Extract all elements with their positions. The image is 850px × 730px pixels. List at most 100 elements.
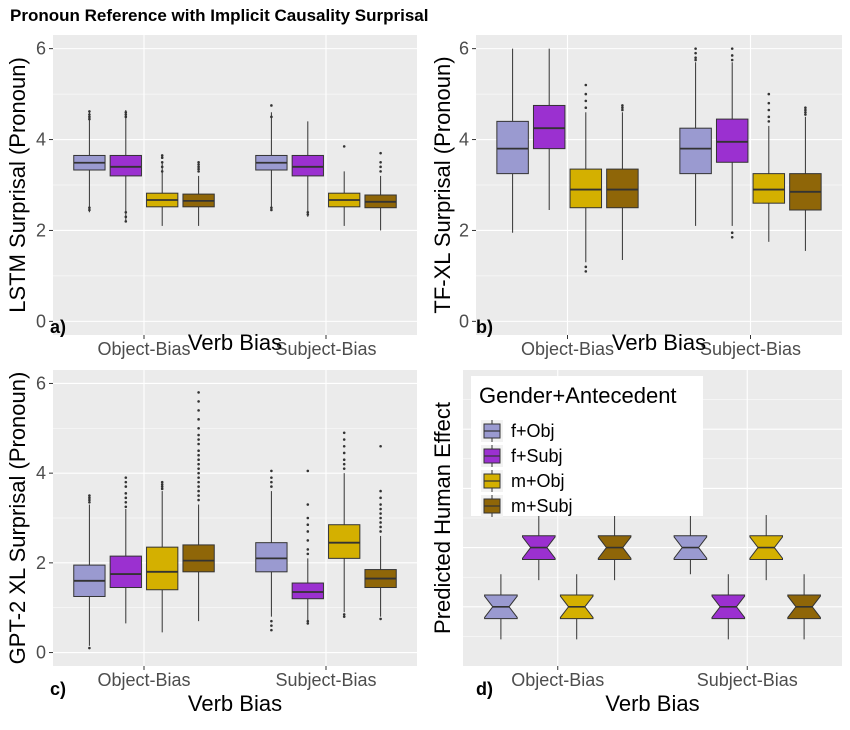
outlier-point	[270, 208, 273, 212]
outlier-point	[124, 220, 128, 223]
outlier-point	[379, 530, 382, 533]
outlier-point	[379, 489, 382, 493]
box-m-obj	[749, 515, 783, 581]
outlier-point	[306, 516, 310, 520]
outlier-point	[379, 151, 382, 155]
box-body	[291, 582, 324, 600]
box-f-obj	[679, 47, 712, 226]
outlier-point	[730, 231, 734, 235]
box-f-subj	[522, 515, 556, 581]
outlier-point	[197, 471, 200, 475]
outlier-point	[124, 480, 128, 484]
outlier-point	[730, 54, 734, 57]
outlier-point	[197, 438, 200, 441]
outlier-point	[88, 117, 91, 121]
outlier-point	[197, 476, 200, 479]
box-f-obj	[73, 110, 106, 213]
outlier-point	[306, 530, 310, 533]
outlier-point	[197, 467, 200, 470]
outlier-point	[584, 106, 588, 110]
outlier-point	[342, 438, 346, 441]
x-axis-label: Verb Bias	[612, 330, 706, 355]
outlier-point	[694, 47, 697, 50]
outlier-point	[160, 485, 164, 488]
box-body	[109, 555, 142, 589]
outlier-point	[379, 617, 382, 621]
box-m-subj	[364, 444, 397, 621]
outlier-point	[197, 418, 200, 421]
legend: Gender+Antecedent f+Obj f+Subj m+Obj m+Subj	[471, 376, 703, 517]
outlier-point	[197, 480, 200, 484]
outlier-point	[124, 215, 128, 219]
outlier-point	[730, 58, 734, 62]
outlier-point	[804, 106, 807, 110]
y-axis-label: GPT-2 XL Surprisal (Pronoun)	[5, 372, 30, 665]
outlier-point	[160, 487, 164, 491]
box-m-subj	[182, 391, 215, 622]
outlier-point	[160, 154, 164, 157]
outlier-point	[379, 160, 382, 164]
outlier-point	[306, 523, 310, 527]
box-m-subj	[789, 106, 822, 251]
box-f-obj	[496, 48, 529, 233]
y-tick-label: 4	[36, 463, 46, 483]
outlier-point	[88, 498, 91, 502]
outlier-point	[124, 113, 128, 116]
outlier-point	[379, 516, 382, 520]
outlier-point	[379, 525, 382, 529]
outlier-point	[306, 552, 310, 556]
outlier-point	[88, 113, 91, 116]
outlier-point	[730, 47, 734, 50]
box-f-subj	[532, 48, 566, 210]
outlier-point	[379, 165, 382, 169]
outlier-point	[621, 106, 624, 110]
outlier-point	[270, 485, 273, 488]
outlier-point	[767, 101, 771, 105]
y-tick-label: 2	[36, 553, 46, 573]
outlier-point	[694, 51, 697, 55]
outlier-point	[379, 444, 382, 448]
outlier-point	[270, 480, 273, 484]
y-tick-label: 6	[36, 39, 46, 59]
outlier-point	[804, 113, 807, 116]
figure-title: Pronoun Reference with Implicit Causalit…	[10, 6, 428, 25]
outlier-point	[197, 163, 200, 166]
outlier-point	[197, 433, 200, 437]
outlier-point	[124, 501, 128, 504]
outlier-point	[694, 56, 697, 60]
outlier-point	[306, 210, 310, 214]
y-tick-label: 0	[459, 311, 469, 331]
x-tick-label: Subject-Bias	[275, 339, 376, 359]
outlier-point	[88, 206, 91, 210]
x-tick-label: Subject-Bias	[700, 339, 801, 359]
outlier-point	[197, 427, 200, 430]
outlier-point	[160, 483, 164, 486]
outlier-point	[270, 628, 273, 632]
y-tick-label: 4	[36, 130, 46, 150]
outlier-point	[584, 99, 588, 103]
box-m-obj	[559, 574, 594, 640]
box-m-subj	[597, 515, 632, 581]
outlier-point	[197, 170, 200, 173]
box-f-subj	[715, 47, 749, 239]
outlier-point	[160, 156, 164, 160]
panel-tag: d)	[476, 679, 493, 699]
outlier-point	[197, 409, 200, 412]
outlier-point	[88, 494, 91, 497]
box-body	[291, 154, 324, 177]
outlier-point	[342, 145, 346, 148]
outlier-point	[160, 170, 164, 173]
outlier-point	[197, 442, 200, 446]
box-body	[752, 173, 786, 204]
y-tick-label: 2	[459, 220, 469, 240]
y-tick-label: 6	[459, 39, 469, 59]
outlier-point	[584, 83, 588, 87]
outlier-point	[197, 489, 200, 493]
outlier-point	[379, 521, 382, 524]
outlier-point	[197, 494, 200, 497]
box-body	[328, 524, 361, 559]
outlier-point	[197, 449, 200, 453]
box-f-subj	[711, 574, 746, 640]
